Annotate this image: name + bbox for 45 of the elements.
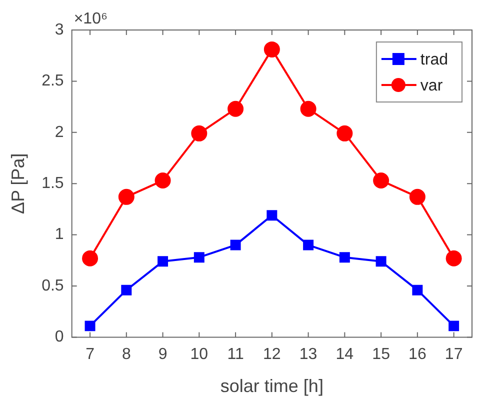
- point: [191, 125, 208, 142]
- y-tick-label: 1.5: [42, 175, 64, 192]
- x-tick-label: 7: [86, 346, 95, 364]
- point: [158, 256, 168, 267]
- point: [448, 320, 460, 332]
- x-tick-label: 16: [408, 346, 426, 364]
- point: [376, 256, 386, 267]
- point: [118, 188, 134, 205]
- point: [339, 252, 350, 263]
- x-tick-label: 8: [122, 346, 131, 364]
- x-tick-label: 9: [158, 346, 168, 364]
- x-tick-label: 12: [263, 346, 281, 364]
- point: [373, 172, 390, 189]
- point: [154, 172, 171, 189]
- y-tick-label: 2: [54, 124, 64, 141]
- x-tick-label: 13: [299, 346, 318, 364]
- legend-label: var: [420, 77, 444, 94]
- point: [82, 250, 98, 266]
- x-tick-label: 10: [190, 346, 208, 364]
- y-tick-label: 1: [54, 226, 64, 244]
- x-tick-label: 14: [336, 346, 354, 364]
- point: [228, 100, 244, 117]
- x-tick-label: 11: [227, 346, 244, 364]
- point: [409, 188, 426, 205]
- point: [121, 284, 132, 296]
- y-tick-label: 3: [54, 21, 64, 38]
- y-tick-label: 2.5: [42, 72, 64, 90]
- legend-label: trad: [420, 51, 448, 68]
- point: [303, 240, 314, 250]
- point: [264, 41, 280, 58]
- y-axis-title: ΔP [Pa]: [8, 153, 28, 214]
- point: [266, 210, 278, 221]
- y-tick-label: 0.5: [42, 277, 64, 294]
- x-axis-title: solar time [h]: [220, 376, 324, 396]
- point: [230, 240, 241, 250]
- point: [84, 320, 96, 332]
- point: [336, 125, 353, 142]
- point: [412, 284, 423, 296]
- point: [446, 250, 462, 266]
- y-tick-label: 0: [54, 328, 64, 346]
- point: [194, 252, 204, 263]
- x-tick-label: 17: [444, 346, 463, 364]
- x-tick-label: 15: [372, 346, 390, 364]
- text: ×10⁶: [74, 10, 108, 28]
- point: [300, 100, 316, 117]
